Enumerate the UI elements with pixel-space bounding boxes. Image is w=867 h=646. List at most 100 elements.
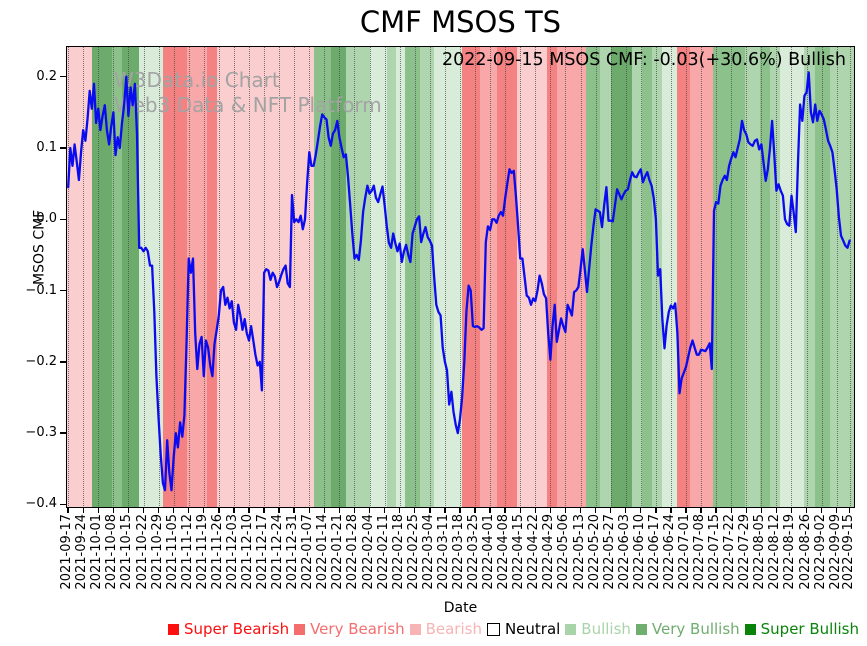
gridline bbox=[535, 46, 537, 508]
sentiment-band bbox=[396, 46, 406, 508]
gridline bbox=[158, 46, 160, 508]
x-tick-label: 2022-06-10 bbox=[631, 514, 647, 590]
x-tick bbox=[760, 508, 763, 513]
legend-label: Very Bullish bbox=[651, 620, 740, 638]
x-tick bbox=[655, 508, 657, 513]
y-tick bbox=[60, 75, 66, 78]
x-tick-label: 2021-10-22 bbox=[134, 514, 150, 590]
x-tick bbox=[504, 508, 506, 513]
x-tick-label: 2021-12-03 bbox=[224, 514, 240, 590]
gridline bbox=[98, 46, 100, 508]
x-tick bbox=[594, 508, 597, 513]
y-tick bbox=[60, 147, 66, 149]
x-tick-label: 2022-01-07 bbox=[300, 514, 316, 590]
sentiment-band bbox=[330, 46, 346, 508]
gridline bbox=[475, 46, 477, 508]
legend-item-super-bullish: Super Bullish bbox=[744, 620, 859, 638]
legend-swatch bbox=[635, 623, 647, 635]
gridline bbox=[505, 46, 507, 508]
x-tick-label: 2021-09-24 bbox=[74, 514, 90, 590]
gridline bbox=[701, 46, 703, 508]
x-tick-label: 2022-01-28 bbox=[345, 514, 361, 590]
x-tick bbox=[383, 508, 386, 513]
x-tick-label: 2021-12-17 bbox=[255, 514, 271, 590]
sentiment-band bbox=[599, 46, 611, 508]
gridline bbox=[429, 46, 431, 508]
x-tick bbox=[233, 508, 235, 513]
gridline bbox=[625, 46, 627, 508]
sentiment-band bbox=[162, 46, 187, 508]
gridline bbox=[655, 46, 657, 508]
gridline bbox=[339, 46, 341, 508]
gridline bbox=[716, 46, 718, 508]
gridline bbox=[821, 46, 823, 508]
x-tick-label: 2022-02-04 bbox=[360, 514, 376, 590]
sentiment-band bbox=[207, 46, 217, 508]
x-tick bbox=[549, 508, 552, 513]
x-tick bbox=[97, 508, 99, 513]
x-tick bbox=[218, 508, 220, 513]
x-tick bbox=[444, 508, 446, 513]
chart-title: CMF MSOS TS bbox=[359, 5, 562, 39]
x-tick bbox=[564, 508, 567, 513]
x-tick-label: 2022-04-15 bbox=[511, 514, 527, 590]
gridline bbox=[113, 46, 115, 508]
legend-item-bullish: Bullish bbox=[565, 620, 631, 638]
gridline bbox=[595, 46, 597, 508]
legend-label: Super Bearish bbox=[184, 620, 290, 638]
x-tick bbox=[82, 508, 84, 513]
sentiment-band bbox=[651, 46, 663, 508]
x-tick-label: 2022-02-11 bbox=[375, 514, 391, 590]
x-tick bbox=[203, 508, 205, 513]
x-tick bbox=[248, 508, 250, 513]
y-tick bbox=[60, 289, 66, 292]
x-tick bbox=[112, 508, 115, 513]
sentiment-band bbox=[405, 46, 421, 508]
gridline bbox=[670, 46, 672, 508]
x-tick-label: 2021-11-05 bbox=[164, 514, 180, 590]
gridline bbox=[459, 46, 461, 508]
x-tick bbox=[293, 508, 295, 513]
x-tick bbox=[534, 508, 536, 513]
gridline bbox=[203, 46, 205, 508]
x-axis-label: Date bbox=[443, 600, 478, 616]
y-tick bbox=[60, 361, 66, 363]
x-tick-label: 2022-07-29 bbox=[737, 514, 753, 590]
sentiment-band bbox=[769, 46, 780, 508]
x-tick bbox=[730, 508, 732, 513]
legend-swatch bbox=[486, 622, 500, 636]
x-tick-label: 2022-04-08 bbox=[496, 514, 512, 590]
gridline bbox=[128, 46, 130, 508]
x-tick bbox=[368, 508, 371, 513]
x-tick-label: 2022-01-21 bbox=[330, 514, 346, 590]
x-tick-label: 2021-12-10 bbox=[239, 514, 255, 590]
x-tick bbox=[459, 508, 461, 513]
x-tick-label: 2021-10-01 bbox=[89, 514, 105, 590]
x-tick-label: 2022-08-05 bbox=[752, 514, 768, 590]
x-tick bbox=[489, 508, 491, 513]
x-tick-label: 2022-09-15 bbox=[840, 514, 856, 590]
x-tick bbox=[308, 508, 310, 513]
x-tick bbox=[836, 508, 838, 513]
sentiment-band bbox=[369, 46, 387, 508]
sentiment-band bbox=[662, 46, 678, 508]
x-tick-label: 2021-11-12 bbox=[179, 514, 195, 590]
x-tick-label: 2022-02-25 bbox=[405, 514, 421, 590]
sentiment-band bbox=[121, 46, 140, 508]
legend-item-neutral: Neutral bbox=[486, 620, 560, 638]
gridline bbox=[248, 46, 250, 508]
gridline bbox=[309, 46, 311, 508]
y-tick bbox=[60, 432, 66, 434]
x-tick bbox=[790, 508, 793, 513]
x-tick-label: 2022-06-03 bbox=[616, 514, 632, 590]
x-tick-label: 2021-11-26 bbox=[209, 514, 225, 590]
x-tick bbox=[157, 508, 160, 513]
x-tick-label: 2022-04-01 bbox=[481, 514, 497, 590]
x-tick bbox=[805, 508, 808, 513]
sentiment-band bbox=[186, 46, 207, 508]
y-tick bbox=[60, 218, 66, 220]
y-tick-label: −0.1 bbox=[25, 282, 57, 298]
x-tick bbox=[745, 508, 747, 513]
x-tick-label: 2021-10-29 bbox=[149, 514, 165, 590]
x-tick bbox=[820, 508, 823, 513]
